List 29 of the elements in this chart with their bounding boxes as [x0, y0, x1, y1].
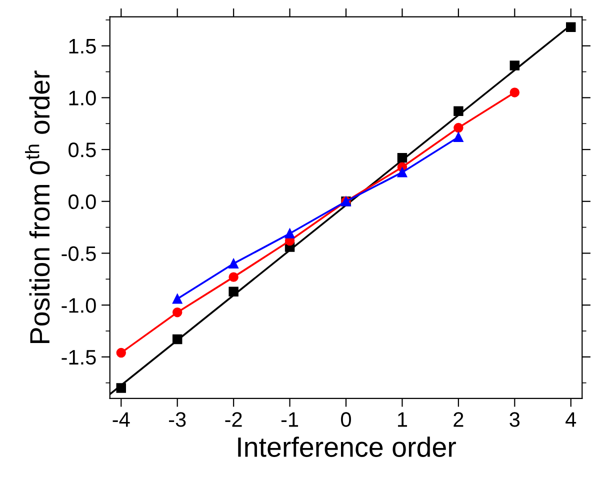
point [228, 258, 238, 268]
point [510, 88, 520, 98]
x-tick-label: -3 [169, 412, 186, 427]
point [397, 167, 408, 178]
y-tick-label: -1.5 [62, 350, 96, 365]
point [172, 307, 182, 318]
x-tick-label: 2 [454, 412, 464, 427]
y-tick-label: 0.5 [68, 142, 96, 158]
x-axis-title: Interference order [238, 436, 456, 457]
x-tick-label: -1 [281, 412, 298, 427]
x-tick-label: 4 [566, 412, 576, 427]
y-tick-label: 1.5 [69, 39, 96, 54]
point [454, 122, 464, 133]
point [228, 272, 238, 282]
point [284, 228, 295, 238]
x-tick-label: -2 [225, 412, 242, 427]
point [116, 348, 126, 358]
y-tick-label: -1.0 [62, 298, 96, 313]
y-axis-title: Position from 0$^{th}$ order [25, 70, 50, 343]
y-tick-label: 0.0 [68, 194, 96, 210]
point [228, 286, 238, 296]
y-tick-label: -0.5 [62, 246, 96, 261]
point [454, 132, 464, 142]
point [172, 294, 182, 304]
x-tick-label: 3 [510, 412, 520, 427]
x-tick-label: 0 [341, 412, 351, 427]
x-tick-label: 1 [398, 412, 407, 427]
y-tick-label: 1.0 [69, 90, 96, 106]
x-tick-label: -4 [112, 412, 130, 427]
